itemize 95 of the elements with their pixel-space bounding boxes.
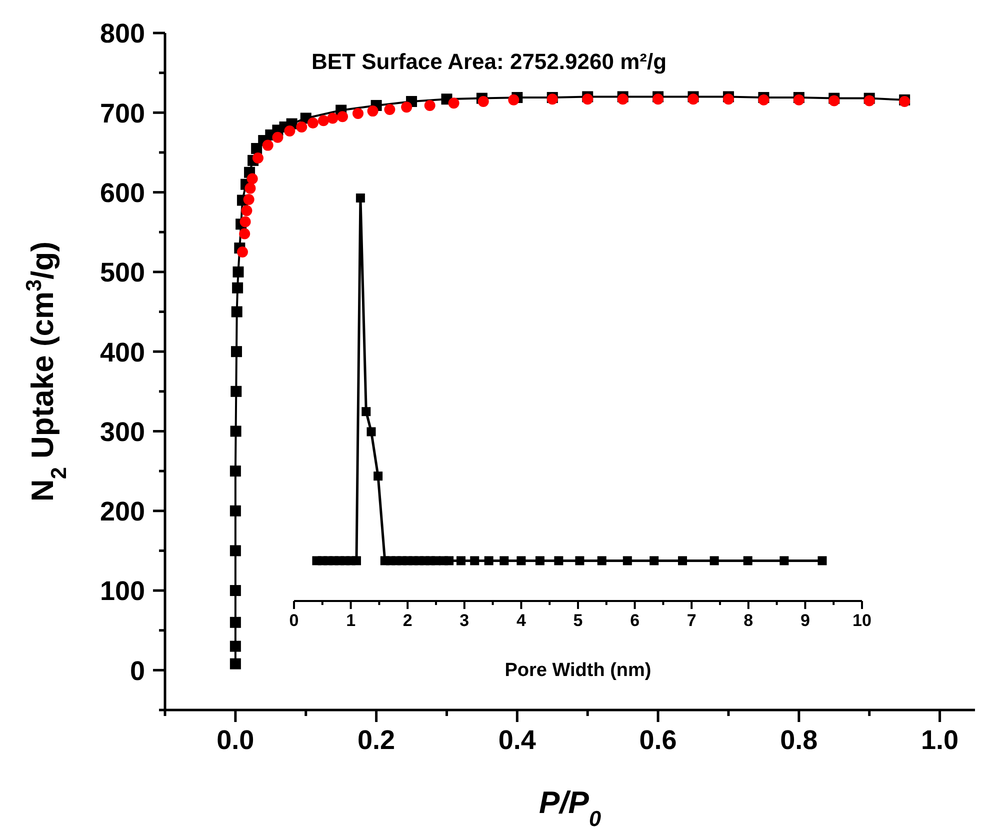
point [401, 102, 412, 113]
point [230, 426, 242, 437]
point [272, 132, 284, 143]
point [284, 125, 296, 136]
point [478, 96, 489, 107]
point [678, 556, 688, 566]
point [336, 111, 348, 122]
x-axis-title: Pore Width (nm) [504, 660, 652, 681]
point [327, 112, 338, 124]
y-tick-label: 500 [100, 258, 145, 288]
point [230, 585, 241, 596]
point [743, 556, 752, 566]
point [516, 556, 526, 566]
point [318, 115, 329, 126]
point [424, 100, 436, 111]
y-tick-label: 200 [100, 496, 145, 527]
y-tick-label: 800 [100, 18, 145, 49]
y-tick-label: 700 [100, 98, 145, 128]
x-tick-label: 9 [800, 611, 810, 630]
point [554, 556, 564, 566]
x-tick-label: 1 [346, 611, 356, 630]
x-tick-label: 0.6 [639, 725, 677, 755]
x-tick-label: 0.0 [216, 725, 254, 755]
point [244, 182, 256, 194]
point [722, 94, 734, 105]
point [362, 407, 371, 416]
point [688, 94, 699, 105]
x-tick-label: 8 [744, 611, 754, 630]
point [500, 556, 509, 566]
point [650, 556, 659, 566]
point [535, 556, 544, 566]
point [367, 106, 378, 117]
point [444, 556, 454, 566]
point [582, 94, 594, 105]
point [374, 472, 383, 481]
point [597, 556, 606, 566]
point [230, 386, 242, 397]
x-tick-label: 5 [573, 611, 583, 630]
y-tick-label: 600 [100, 178, 145, 208]
point [384, 104, 396, 115]
point [262, 140, 274, 151]
point [864, 95, 875, 106]
x-tick-label: 3 [460, 611, 470, 630]
x-tick-label: 0.8 [780, 725, 818, 755]
point [243, 194, 254, 205]
point [236, 246, 248, 258]
point [780, 556, 789, 566]
point [252, 152, 264, 164]
y-tick-label: 100 [100, 576, 145, 606]
point [232, 266, 244, 278]
point [230, 616, 241, 628]
point [575, 556, 584, 566]
point [366, 427, 376, 436]
x-tick-label: 0.2 [358, 725, 396, 755]
y-tick-label: 0 [130, 656, 145, 686]
x-tick-label: 10 [852, 611, 872, 630]
point [484, 556, 494, 566]
point [356, 194, 365, 202]
x-tick-label: 6 [630, 611, 640, 630]
point [818, 556, 827, 566]
point [456, 556, 466, 566]
point [352, 556, 361, 566]
point [448, 98, 460, 109]
point [470, 556, 480, 566]
y-tick-label: 400 [100, 337, 145, 368]
point [508, 94, 520, 106]
point [230, 346, 242, 358]
point [652, 94, 664, 105]
x-tick-label: 7 [686, 611, 696, 630]
point [230, 466, 241, 477]
x-tick-label: 0.4 [498, 725, 536, 755]
point [307, 118, 318, 128]
point [710, 556, 719, 566]
x-tick-label: 2 [402, 611, 412, 630]
y-tick-label: 300 [100, 416, 145, 447]
x-tick-label: 0 [289, 611, 299, 630]
point [246, 173, 258, 184]
point [240, 216, 251, 228]
x-tick-label: 1.0 [921, 725, 959, 755]
point [352, 108, 364, 119]
x-axis-title: P/P$_{0}$ [538, 785, 602, 830]
point [231, 306, 242, 318]
point [828, 95, 840, 106]
point [230, 505, 241, 516]
point [241, 205, 252, 216]
point [232, 282, 244, 294]
point [622, 556, 632, 566]
annotation: BET Surface Area: 2752.9260 m²/g [311, 49, 667, 74]
x-tick-label: 4 [516, 611, 526, 630]
point [230, 658, 241, 670]
point [239, 228, 250, 240]
point [617, 94, 628, 105]
point [230, 545, 241, 556]
point [230, 640, 241, 652]
point [296, 121, 308, 132]
